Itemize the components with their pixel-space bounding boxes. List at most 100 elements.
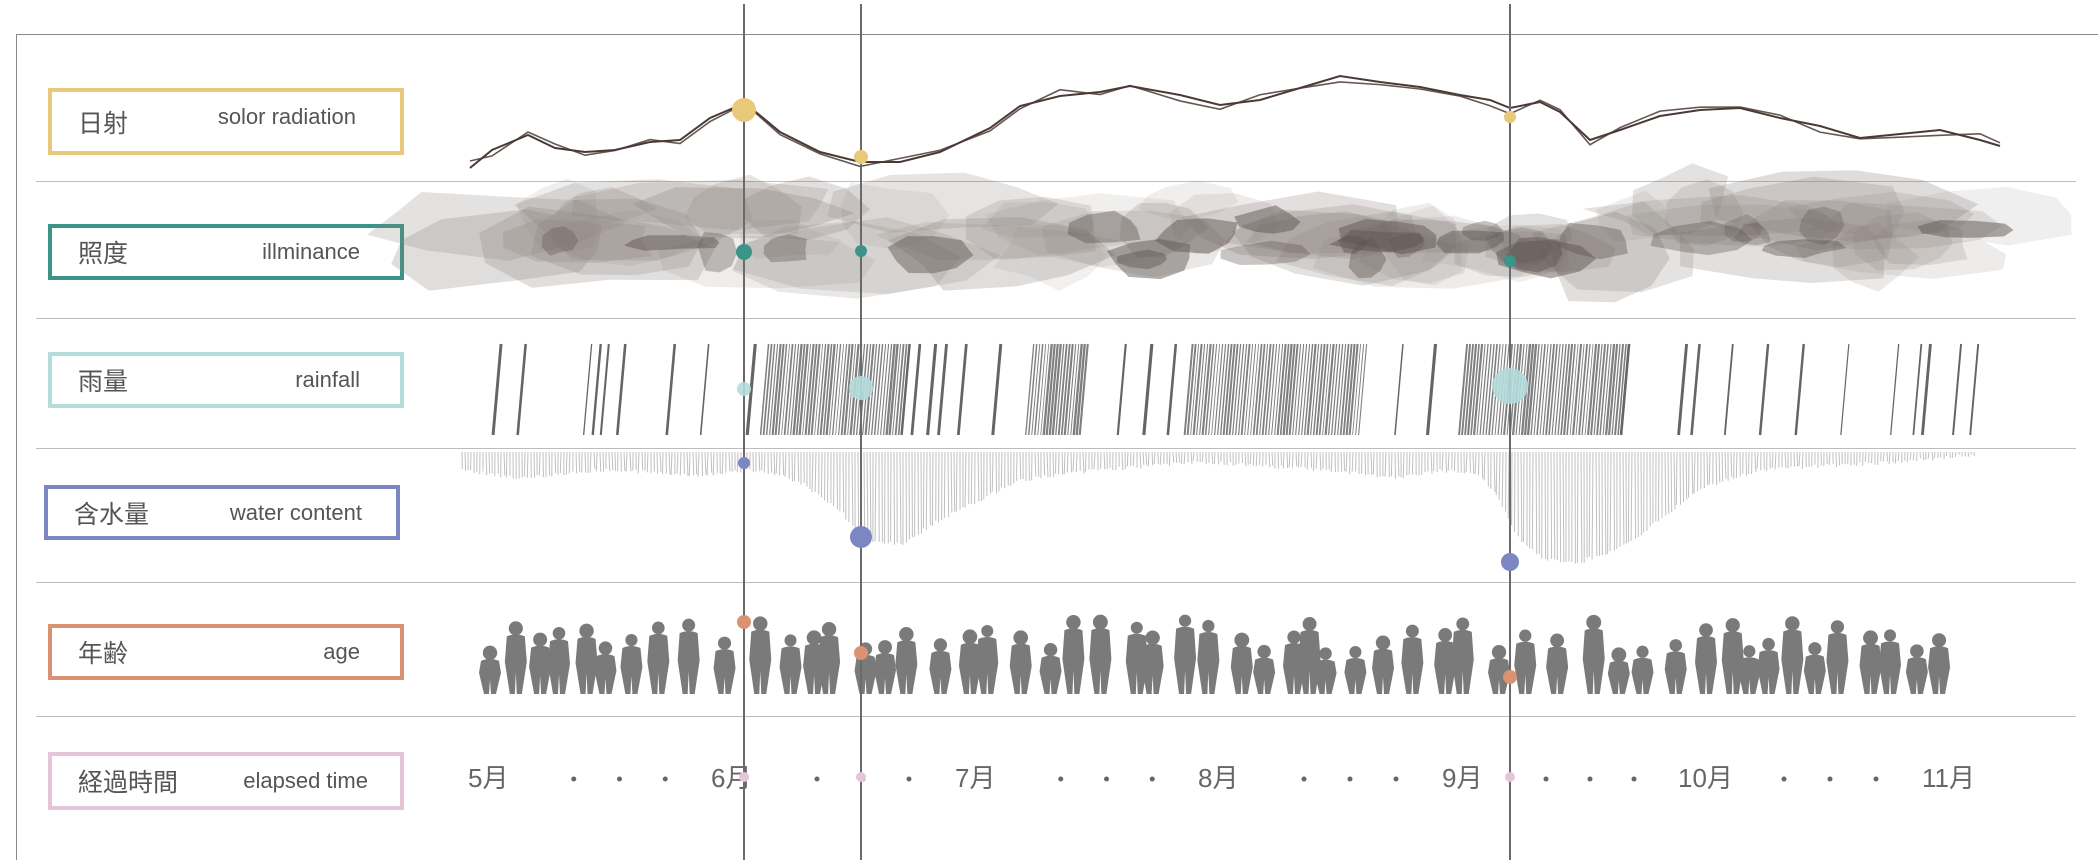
label-jp: 雨量 bbox=[78, 367, 129, 396]
rainfall-line bbox=[1025, 343, 1035, 436]
rainfall-line bbox=[1255, 343, 1266, 436]
water-content-hatch bbox=[1340, 451, 1343, 472]
label-rainfall: 雨量 rainfall bbox=[48, 352, 404, 408]
water-content-hatch bbox=[1019, 451, 1022, 480]
label-jp: 経過時間 bbox=[78, 768, 179, 797]
month-label: 8月 bbox=[1198, 763, 1238, 793]
water-content-hatch bbox=[1093, 451, 1096, 470]
marker-dot bbox=[849, 376, 873, 400]
water-content-hatch bbox=[1598, 451, 1601, 556]
rainfall-line bbox=[1394, 343, 1404, 436]
illuminance-cloud bbox=[1679, 217, 1885, 283]
illuminance-cloud bbox=[1155, 218, 1238, 254]
rainfall-line bbox=[1479, 343, 1489, 436]
water-content-hatch bbox=[770, 451, 773, 473]
rainfall-line bbox=[1554, 343, 1564, 436]
water-content-hatch bbox=[1345, 451, 1348, 472]
illuminance-cloud bbox=[1708, 170, 1979, 242]
rainfall-line bbox=[1196, 343, 1206, 436]
person-silhouette bbox=[1253, 644, 1276, 694]
person-silhouette bbox=[1434, 628, 1457, 694]
water-content-hatch bbox=[995, 451, 998, 494]
water-content-hatch bbox=[548, 451, 551, 476]
rainfall-line bbox=[789, 343, 800, 436]
water-content-hatch bbox=[1771, 451, 1774, 468]
water-content-hatch bbox=[1501, 451, 1504, 508]
water-content-hatch bbox=[1082, 451, 1085, 474]
rainfall-line bbox=[1602, 343, 1612, 436]
rainfall-line bbox=[1063, 343, 1074, 436]
rainfall-line bbox=[1461, 343, 1472, 436]
rainfall-line bbox=[937, 343, 948, 436]
illuminance-cloud bbox=[1388, 233, 1426, 258]
rainfall-line bbox=[829, 343, 839, 436]
water-content-hatch bbox=[1286, 451, 1289, 469]
water-content-hatch bbox=[1634, 451, 1637, 539]
water-content-hatch bbox=[578, 451, 581, 473]
water-content-hatch bbox=[1754, 451, 1757, 473]
illuminance-cloud bbox=[530, 198, 703, 276]
month-label: 10月 bbox=[1678, 763, 1733, 793]
water-content-hatch bbox=[1630, 451, 1633, 542]
illuminance-cloud bbox=[697, 232, 738, 273]
person-silhouette bbox=[1451, 617, 1474, 694]
water-content-hatch bbox=[1297, 451, 1300, 468]
person-silhouette bbox=[1607, 647, 1630, 694]
water-content-hatch bbox=[970, 451, 973, 505]
water-content-hatch bbox=[485, 451, 488, 476]
timeline-dot bbox=[1543, 776, 1549, 782]
water-content-hatch bbox=[1319, 451, 1322, 471]
person-silhouette bbox=[929, 638, 952, 694]
water-content-hatch bbox=[1706, 451, 1709, 486]
illuminance-cloud bbox=[1338, 219, 1437, 255]
rainfall-line bbox=[1723, 343, 1734, 436]
rainfall-line bbox=[1199, 343, 1209, 436]
rainfall-line bbox=[1458, 343, 1469, 436]
water-content-hatch bbox=[670, 451, 673, 476]
water-content-hatch bbox=[784, 451, 787, 477]
marker-dot bbox=[854, 646, 868, 660]
water-content-hatch bbox=[1627, 451, 1630, 543]
rainfall-line bbox=[1222, 343, 1233, 436]
rainfall-line bbox=[1217, 343, 1227, 436]
rainfall-line bbox=[1045, 343, 1056, 436]
person-silhouette bbox=[677, 618, 700, 694]
rainfall-line bbox=[759, 343, 770, 436]
water-content-hatch bbox=[1295, 451, 1298, 467]
rainfall-line bbox=[1264, 343, 1275, 436]
water-content-hatch bbox=[1052, 451, 1055, 477]
timeline-dot bbox=[1827, 776, 1833, 782]
person-silhouette bbox=[976, 624, 999, 694]
person-silhouette bbox=[1803, 642, 1826, 694]
water-content-hatch bbox=[1715, 451, 1718, 486]
timeline-dot bbox=[1631, 776, 1637, 782]
water-content-hatch bbox=[1211, 451, 1214, 465]
rainfall-line bbox=[822, 343, 833, 436]
rainfall-line bbox=[591, 343, 602, 436]
rainfall-line bbox=[1067, 343, 1077, 436]
rainfall-line bbox=[1587, 343, 1598, 436]
water-content-hatch bbox=[1172, 451, 1175, 463]
rainfall-line bbox=[1271, 343, 1281, 436]
rainfall-line bbox=[1539, 343, 1549, 436]
water-content-hatch bbox=[1411, 451, 1414, 475]
illuminance-cloud bbox=[1350, 219, 1521, 254]
water-content-hatch bbox=[1241, 451, 1244, 464]
water-content-hatch bbox=[1888, 451, 1891, 465]
person-silhouette bbox=[1062, 615, 1085, 694]
illuminance-cloud bbox=[1761, 239, 1847, 258]
person-silhouette bbox=[1721, 618, 1744, 694]
rainfall-line bbox=[1274, 343, 1284, 436]
marker-dot bbox=[737, 382, 751, 396]
illuminance-cloud bbox=[1224, 204, 1416, 260]
rainfall-line bbox=[1536, 343, 1546, 436]
water-content-hatch bbox=[1183, 451, 1186, 465]
water-content-hatch bbox=[775, 451, 778, 474]
marker-dot bbox=[738, 457, 750, 469]
person-silhouette bbox=[1631, 645, 1654, 694]
rainfall-line bbox=[1250, 343, 1260, 436]
water-content-hatch bbox=[611, 451, 614, 470]
water-content-hatch bbox=[637, 451, 640, 474]
water-content-hatch bbox=[488, 451, 491, 474]
water-content-hatch bbox=[1121, 451, 1124, 471]
